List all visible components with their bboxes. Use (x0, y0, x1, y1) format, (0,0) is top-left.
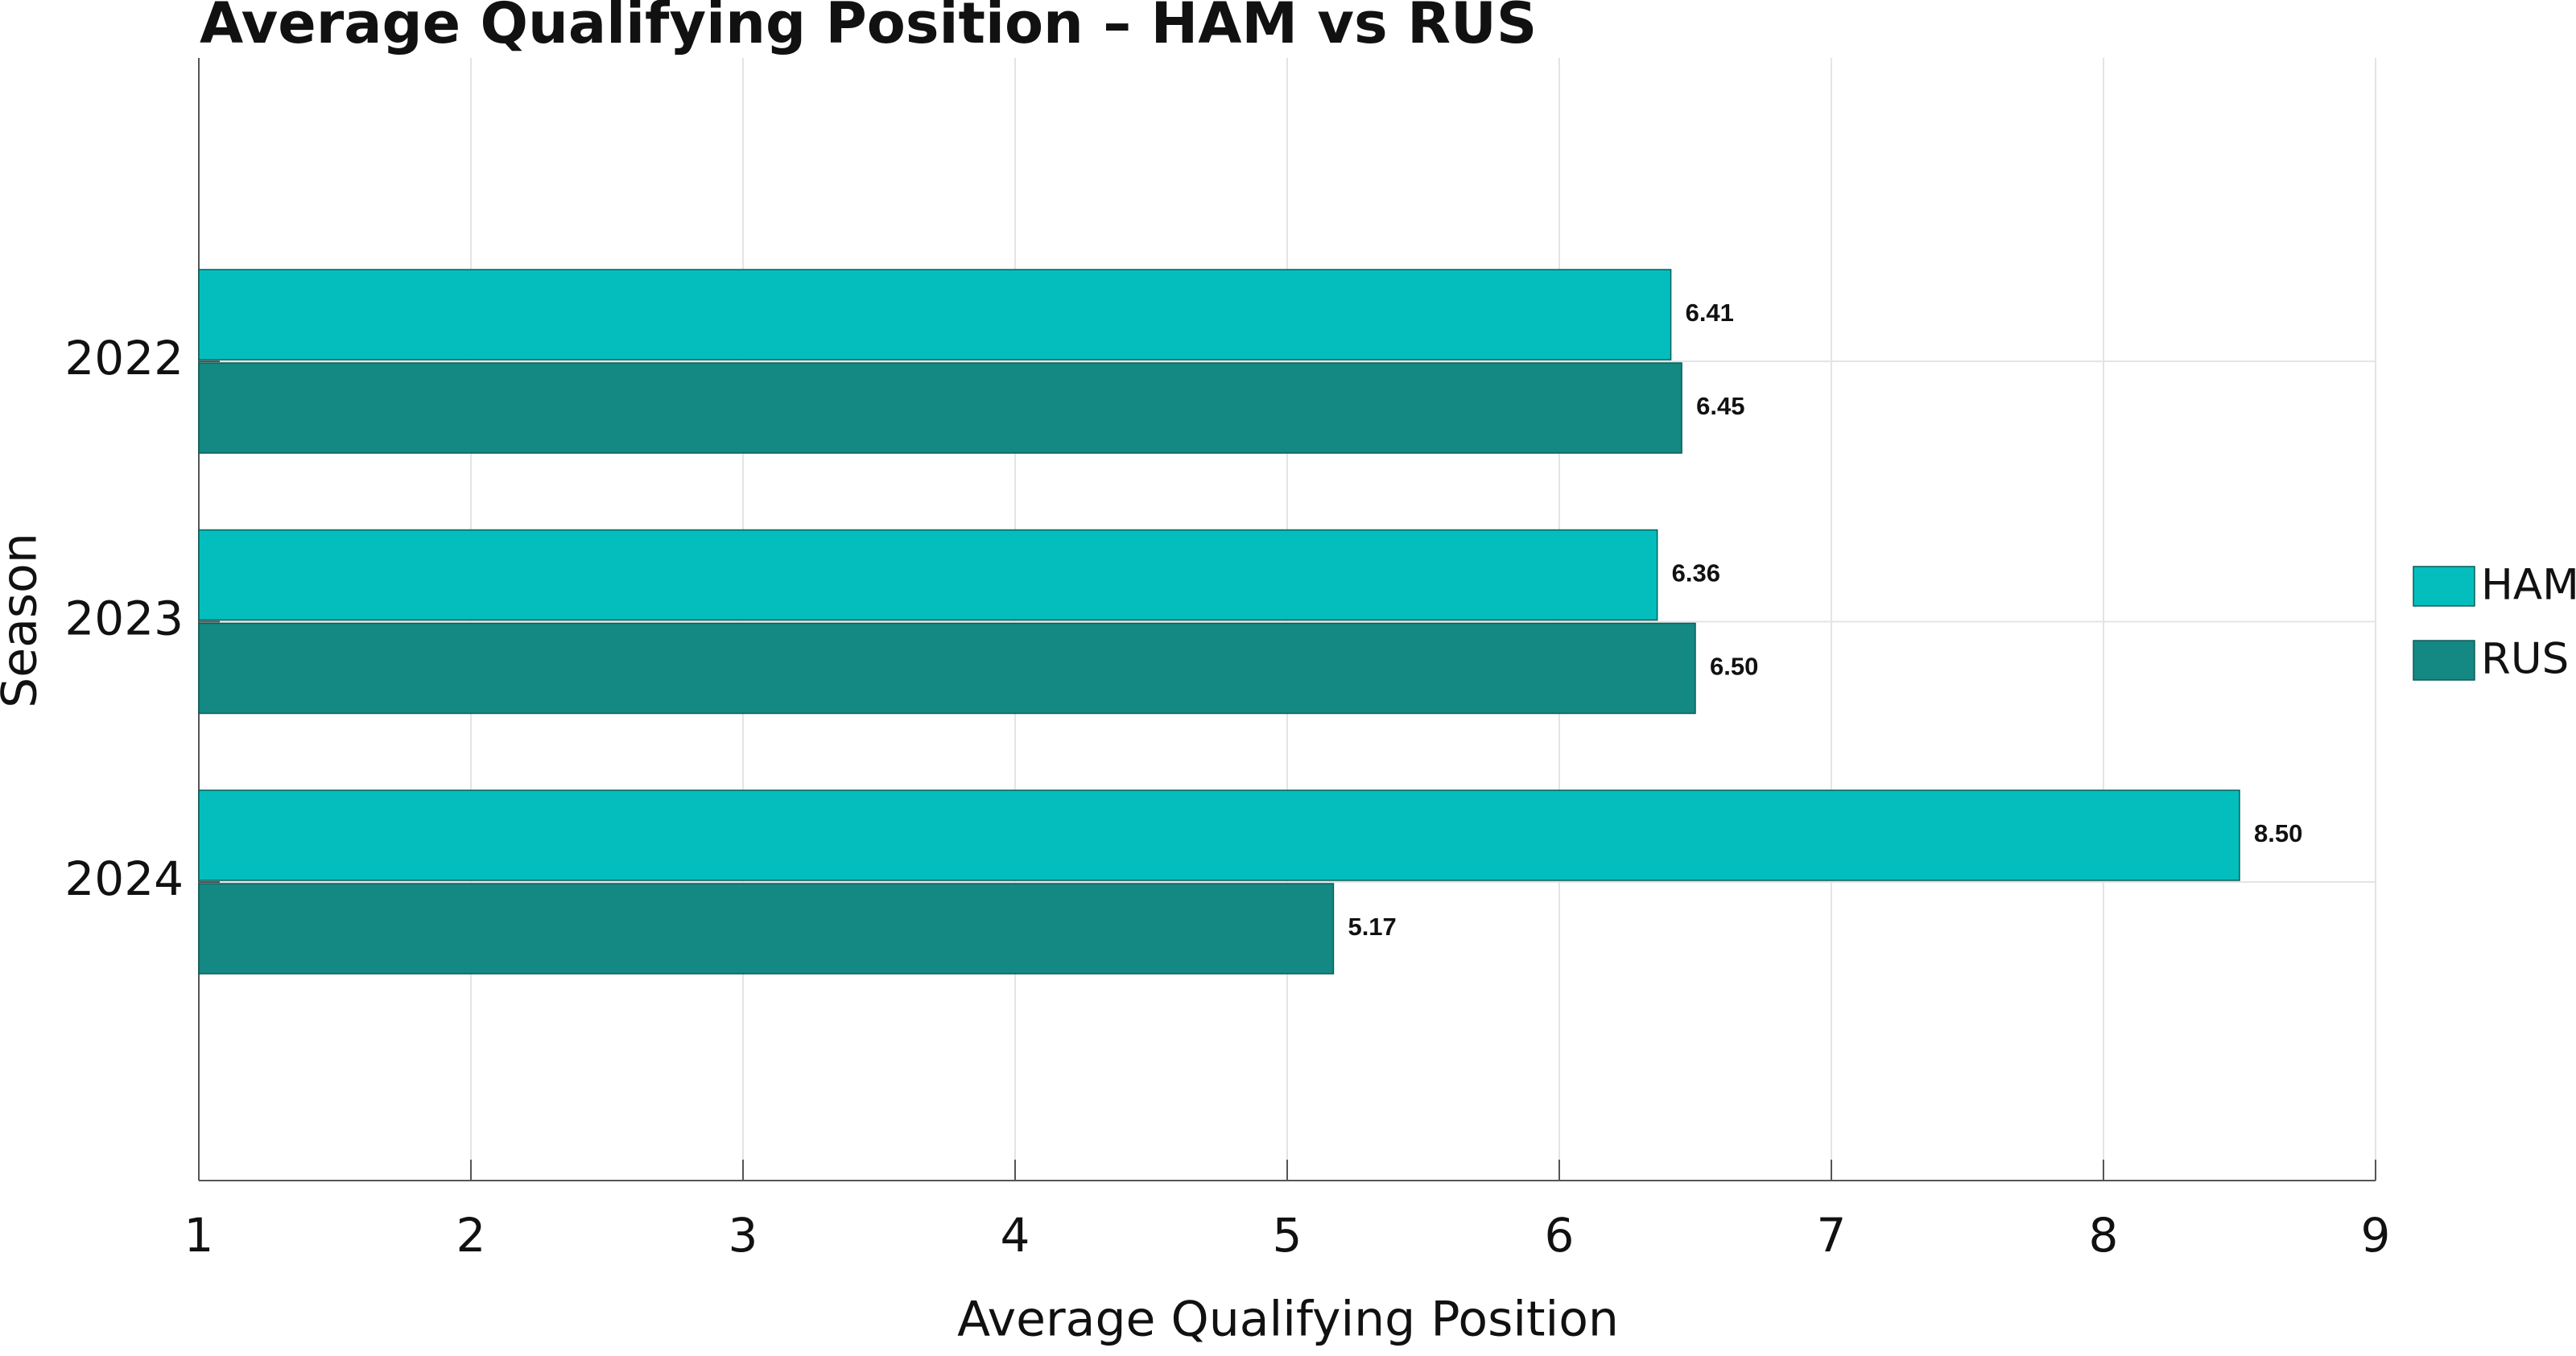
x-tick-label: 7 (1817, 1208, 1847, 1263)
value-label: 8.50 (2254, 819, 2302, 847)
y-axis-label: Season (0, 533, 48, 708)
x-tick-label: 8 (2089, 1208, 2119, 1263)
x-tick-label: 1 (184, 1208, 214, 1263)
chart-title: Average Qualifying Position – HAM vs RUS (200, 0, 1537, 56)
value-label: 6.45 (1696, 392, 1744, 420)
bar (198, 622, 1696, 715)
value-label: 6.36 (1672, 559, 1720, 587)
y-tick-label: 2024 (64, 851, 184, 906)
legend-label: RUS (2481, 635, 2569, 684)
legend-swatch (2413, 566, 2475, 607)
y-tick-label: 2022 (64, 331, 184, 385)
x-tick-label: 4 (1001, 1208, 1030, 1263)
x-tick-label: 9 (2361, 1208, 2391, 1263)
bar (198, 362, 1682, 454)
bar (198, 789, 2240, 881)
x-tick-label: 3 (729, 1208, 758, 1263)
y-tick-label: 2023 (64, 591, 184, 646)
value-label: 6.41 (1686, 299, 1734, 327)
value-label: 6.50 (1710, 653, 1758, 681)
x-tick-label: 6 (1545, 1208, 1575, 1263)
bar (198, 269, 1672, 361)
value-label: 5.17 (1348, 913, 1396, 941)
bar (198, 883, 1335, 975)
bar (198, 529, 1658, 621)
x-tick-label: 5 (1273, 1208, 1302, 1263)
x-axis-label: Average Qualifying Position (957, 1292, 1619, 1348)
x-tick-label: 2 (456, 1208, 486, 1263)
legend-label: HAM (2481, 561, 2576, 610)
legend-swatch (2413, 640, 2475, 681)
